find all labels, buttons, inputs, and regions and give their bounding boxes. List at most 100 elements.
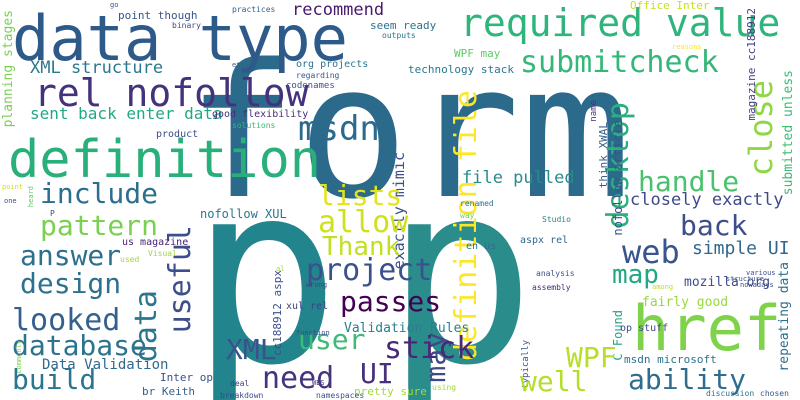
word-al: al xyxy=(276,265,285,273)
word-various: various xyxy=(746,269,776,277)
word-chosen: chosen xyxy=(760,389,789,398)
word-msdn-microsoft: msdn microsoft xyxy=(624,353,717,366)
word-need: need xyxy=(262,361,335,396)
word-project: project xyxy=(306,253,433,288)
word-data-validation: Data Validation xyxy=(42,357,169,373)
word-fairly-good: fairly good xyxy=(642,295,729,310)
word-passes: passes xyxy=(340,285,442,318)
word-pretty-sure: pretty sure xyxy=(354,385,427,398)
word-practices: practices xyxy=(232,5,276,14)
word-org-projects: org projects xyxy=(296,59,369,70)
word-allow: allow xyxy=(318,205,409,240)
word-xml-structure: XML structure xyxy=(30,58,164,78)
word-way: way xyxy=(460,211,475,220)
word-heard: heard xyxy=(27,186,35,208)
word-build: build xyxy=(12,363,97,396)
word-op-stuff: op stuff xyxy=(620,323,669,334)
word-ui: UI xyxy=(360,357,394,390)
word-wpf-may: WPF may xyxy=(454,47,501,60)
word-technology-stack: technology stack xyxy=(408,63,514,76)
word-regarding: regarding xyxy=(296,71,340,80)
word-namespaces: namespaces xyxy=(316,391,365,400)
word-repeating-data: repeating data xyxy=(777,262,792,372)
word-aspx-rel: aspx rel xyxy=(520,235,569,246)
word-solutions: solutions xyxy=(232,121,276,130)
word-reasons: reasons xyxy=(672,43,702,51)
word-good-flexibility: good flexibility xyxy=(212,109,309,120)
word-simple-ui: simple UI xyxy=(692,238,790,259)
word-map: map xyxy=(612,260,659,290)
word-handle: handle xyxy=(638,165,740,198)
word-file-pulled: file pulled xyxy=(462,168,575,188)
word-href: href xyxy=(632,292,782,365)
word-planning-stages: planning stages xyxy=(1,10,16,128)
word-design: design xyxy=(20,267,122,300)
word-submitted-unless: submitted unless xyxy=(781,70,796,196)
word-analysis: analysis xyxy=(536,269,575,278)
word-binary: binary xyxy=(172,21,201,30)
word-wpf: WPF xyxy=(566,341,617,374)
word-function: function xyxy=(296,329,330,337)
word-breakdown: breakdown xyxy=(220,391,264,400)
word-pattern: pattern xyxy=(40,209,159,242)
word-msdn: msdn xyxy=(298,109,380,149)
word-required-value: required value xyxy=(460,1,781,45)
word-renamed: renamed xyxy=(460,199,494,208)
word-commonly: commonly xyxy=(15,340,23,374)
word-think-xwal: think XWAL xyxy=(597,122,610,189)
word-definition-file: sent back enter data xyxy=(30,104,223,123)
word-deal: deal xyxy=(230,379,250,388)
word-mozilla-org: mozilla org xyxy=(684,275,771,290)
word-codenames: codenames xyxy=(286,81,335,91)
word-wbs: WBS xyxy=(312,379,325,387)
word-sent-back-enter-data: recommend xyxy=(292,0,385,20)
word-include: include xyxy=(40,177,159,210)
word-thank: Thank xyxy=(322,232,401,262)
word-user: user xyxy=(298,323,366,356)
word-en-us: en us xyxy=(466,241,497,252)
word-looked: looked xyxy=(12,303,121,338)
word-structure: structure xyxy=(726,275,764,283)
word-assembly: assembly xyxy=(532,283,571,292)
word-xml: XML xyxy=(226,333,277,366)
word-ability: ability xyxy=(628,363,747,396)
word-xul-rel: xul rel xyxy=(286,301,329,312)
word-answer: answer xyxy=(20,239,122,272)
word-data-type: data type xyxy=(12,2,348,75)
word-go: go xyxy=(110,1,119,9)
word-form: form xyxy=(186,24,632,240)
word-closely-exactly: closely exactly xyxy=(630,190,784,210)
word-name: name xyxy=(589,100,599,122)
word-back: back xyxy=(680,209,748,242)
word-outputs: outputs xyxy=(382,31,416,40)
word-office-inter: Office Inter xyxy=(630,0,710,12)
word-lists: lists xyxy=(318,179,403,212)
word-nofollow-xul: nofollow XUL xyxy=(200,207,287,221)
word-br-keith: br Keith xyxy=(142,385,195,398)
word-p-2: p xyxy=(385,129,536,400)
word-point-though: point though xyxy=(118,9,198,22)
word-one: one xyxy=(4,197,17,205)
word-discussion: discussion xyxy=(706,389,755,398)
word-submitcheck: submitcheck xyxy=(520,45,719,80)
word-et: et xyxy=(232,61,241,69)
word-rel-nofollow: rel nofollow xyxy=(34,71,309,115)
word-seem-ready: seem ready xyxy=(370,19,437,32)
word-nowadays: nowadays xyxy=(740,281,774,289)
word-studio: Studio xyxy=(542,215,571,224)
word-well: well xyxy=(520,365,588,398)
word-us-magazine: us magazine xyxy=(122,237,189,248)
word-web: web xyxy=(622,233,680,271)
word-p-1: p xyxy=(190,129,341,400)
word-used: used xyxy=(120,255,140,264)
word-magazine-cc188912: magazine cc188912 xyxy=(745,8,758,121)
word-validation-rules: Validation Rules xyxy=(344,321,470,336)
word-wrong: wrong xyxy=(306,281,328,289)
word-database: database xyxy=(12,329,147,362)
word-inter-op: Inter op xyxy=(160,371,213,384)
word-stick: stick xyxy=(384,331,475,366)
word-using: using xyxy=(432,383,457,392)
word-among: among xyxy=(652,283,674,291)
word-P-small: P xyxy=(50,209,55,218)
